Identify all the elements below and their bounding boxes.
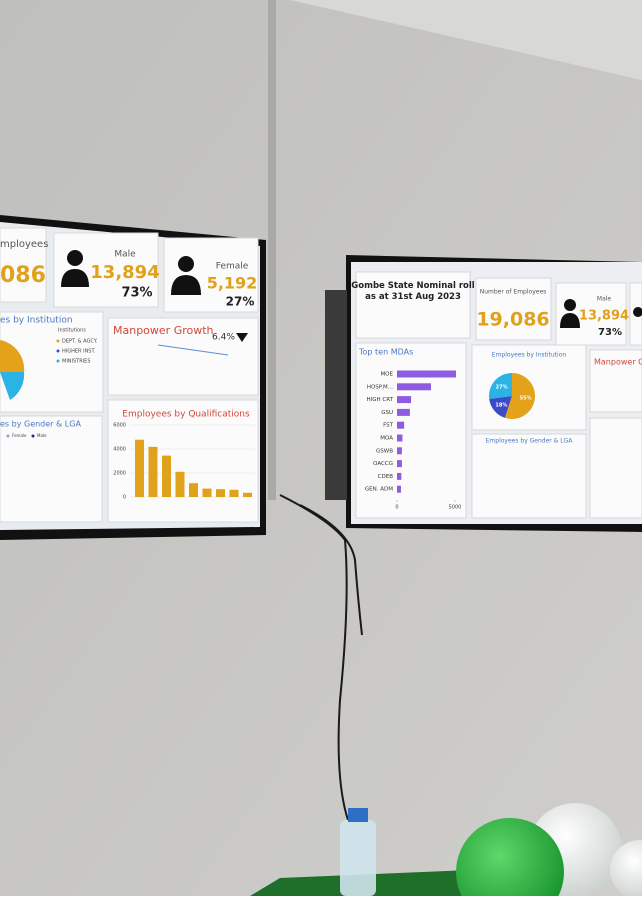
legend-label: Male — [37, 433, 47, 438]
y-tick-label: GEN. ADM — [365, 487, 393, 493]
pie-slice — [0, 372, 25, 400]
ceiling — [280, 0, 642, 80]
label: Male — [114, 250, 136, 260]
bar — [397, 370, 456, 378]
bar — [397, 460, 402, 468]
person-icon — [61, 250, 642, 328]
wall-seam — [268, 0, 276, 500]
y-tick-label: 4000 — [113, 447, 126, 453]
balloon — [456, 818, 564, 900]
y-tick-label: GSU — [381, 410, 393, 416]
label: es by Gender & LGA — [0, 420, 81, 429]
cable — [299, 504, 363, 636]
bar — [397, 485, 401, 493]
data-label: 55% — [520, 396, 532, 402]
chart-title: Employees by Gender & LGA — [486, 438, 574, 445]
x-tick-label: 0 — [395, 505, 398, 511]
legend-label: HIGHER INST. — [62, 349, 96, 355]
chart-title: Employees by Qualifications — [122, 410, 250, 420]
legend-dot — [56, 339, 60, 343]
x-tick-label: 5000 — [449, 505, 462, 511]
kpi-value: 086 — [0, 263, 46, 288]
y-tick-label: HOSP.M... — [367, 384, 393, 390]
growth-line — [157, 344, 229, 356]
bar — [162, 455, 171, 497]
kpi-value: 19,086 — [476, 309, 549, 331]
cable — [279, 494, 349, 821]
legend-label: DEPT. & AGCY. — [62, 339, 98, 345]
label: 27% — [226, 295, 255, 309]
bar — [397, 408, 410, 416]
kpi-value: 13,894 — [90, 262, 159, 283]
y-tick-label: MOE — [380, 372, 393, 378]
y-tick-label: OACCG — [373, 461, 393, 467]
bar — [135, 439, 144, 497]
bar — [397, 434, 403, 442]
bar — [189, 483, 198, 497]
bar — [175, 471, 185, 497]
legend-dot — [56, 359, 60, 363]
y-tick-label: 6000 — [113, 423, 126, 429]
label: Number of Employees — [480, 289, 547, 296]
label: 73% — [121, 286, 152, 301]
label: Manpower Gro — [594, 358, 642, 367]
dashboard-title: Gombe State Nominal roll as at 31st Aug 2… — [351, 281, 475, 302]
label: 6.4% — [212, 333, 235, 343]
y-tick-label: 0 — [123, 495, 126, 501]
kpi-value: 13,894 — [579, 309, 629, 324]
chart-title: Employees by Institution — [492, 352, 567, 359]
legend-label: Female — [12, 433, 27, 438]
water-bottle — [340, 820, 376, 896]
y-tick-label: MOA — [380, 436, 393, 442]
pie-slice — [504, 373, 536, 420]
bottle-cap — [348, 808, 368, 822]
legend-dot — [6, 434, 10, 438]
bar — [243, 492, 252, 497]
chart-title: Top ten MDAs — [358, 348, 413, 357]
pie-slice — [489, 396, 512, 418]
bar — [397, 396, 412, 404]
data-label: 27% — [496, 384, 508, 390]
bar — [397, 447, 402, 455]
y-tick-label: 2000 — [113, 471, 126, 477]
label: 73% — [598, 327, 622, 338]
data-label: 18% — [495, 402, 507, 408]
legend-dot — [56, 349, 60, 353]
pie-slice — [0, 340, 25, 372]
bar — [216, 489, 225, 497]
down-arrow — [236, 333, 248, 342]
label: Institutions — [58, 328, 86, 334]
bar — [397, 383, 431, 391]
balloon — [610, 840, 642, 900]
y-tick-label: CDEB — [378, 474, 394, 480]
tv-mount — [325, 290, 347, 500]
bar — [202, 488, 212, 497]
y-tick-label: FST — [383, 423, 394, 429]
label: es by Institution — [0, 316, 73, 326]
bar — [229, 489, 239, 497]
pie-slice — [489, 373, 512, 399]
label: Male — [597, 296, 612, 303]
y-tick-label: GSWB — [376, 448, 393, 454]
legend-dot — [31, 434, 35, 438]
bar — [148, 446, 158, 497]
kpi-value: 5,192 — [207, 274, 258, 293]
label: Manpower Growth — [113, 324, 214, 337]
y-tick-label: HIGH CRT — [366, 397, 393, 403]
bar — [397, 472, 402, 480]
bar — [397, 421, 405, 429]
label: Female — [216, 262, 249, 272]
label: mployees — [0, 239, 48, 250]
legend-label: MINISTRIES — [62, 359, 91, 365]
